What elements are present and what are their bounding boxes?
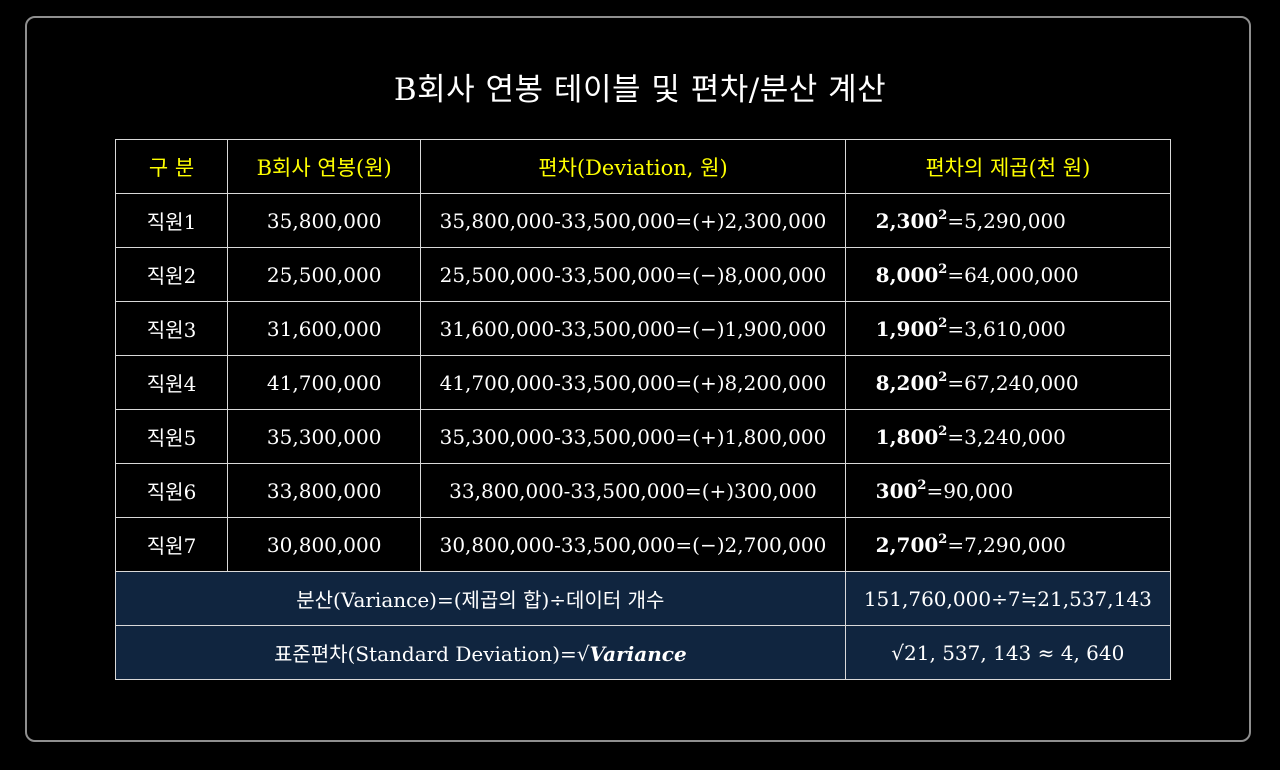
variance-row: 분산(Variance)=(제곱의 합)÷데이터 개수 151,760,000÷… — [115, 571, 1172, 626]
deviation-cell: 35,800,000-33,500,000=(+)2,300,000 — [420, 193, 846, 248]
deviation-cell: 35,300,000-33,500,000=(+)1,800,000 — [420, 409, 846, 464]
employee-label: 직원5 — [114, 409, 229, 464]
salary-cell: 31,600,000 — [227, 301, 422, 356]
squared-result: =64,000,000 — [947, 262, 1079, 287]
variance-label: 분산(Variance)=(제곱의 합)÷데이터 개수 — [115, 571, 846, 626]
employee-label: 직원3 — [114, 301, 229, 356]
squared-cell: 8,2002=67,240,000 — [844, 355, 1172, 410]
stddev-label-var: Variance — [589, 642, 687, 666]
table-row: 직원3 31,600,000 31,600,000-33,500,000=(−)1,… — [114, 301, 1172, 356]
squared-cell: 2,3002=5,290,000 — [844, 193, 1172, 248]
salary-cell: 35,800,000 — [227, 193, 422, 248]
squared-cell: 1,9002=3,610,000 — [844, 301, 1172, 356]
squared-exponent: 2 — [938, 369, 948, 385]
deviation-cell: 33,800,000-33,500,000=(+)300,000 — [420, 463, 846, 518]
squared-cell: 3002=90,000 — [844, 463, 1172, 518]
deviation-cell: 31,600,000-33,500,000=(−)1,900,000 — [420, 301, 846, 356]
employee-label: 직원6 — [114, 463, 229, 518]
header-deviation: 편차(Deviation, 원) — [420, 139, 846, 194]
squared-exponent: 2 — [938, 261, 948, 277]
squared-result: =90,000 — [926, 478, 1014, 503]
header-row: 구 분 B회사 연봉(원) 편차(Deviation, 원) 편차의 제곱(천 … — [114, 139, 1172, 194]
salary-cell: 30,800,000 — [227, 517, 422, 572]
salary-table: 구 분 B회사 연봉(원) 편차(Deviation, 원) 편차의 제곱(천 … — [114, 139, 1172, 680]
stddev-label-prefix: 표준편차(Standard Deviation)=√ — [273, 642, 590, 666]
stddev-label: 표준편차(Standard Deviation)=√Variance — [115, 625, 846, 680]
squared-result: =67,240,000 — [947, 370, 1079, 395]
employee-label: 직원1 — [114, 193, 229, 248]
squared-exponent: 2 — [938, 315, 948, 331]
table-row: 직원6 33,800,000 33,800,000-33,500,000=(+)30… — [114, 463, 1172, 518]
squared-result: =3,240,000 — [947, 424, 1066, 449]
salary-cell: 25,500,000 — [227, 247, 422, 302]
squared-result: =7,290,000 — [947, 532, 1066, 557]
header-squared: 편차의 제곱(천 원) — [844, 139, 1172, 194]
squared-cell: 8,0002=64,000,000 — [844, 247, 1172, 302]
squared-exponent: 2 — [917, 477, 927, 493]
deviation-cell: 41,700,000-33,500,000=(+)8,200,000 — [420, 355, 846, 410]
squared-cell: 2,7002=7,290,000 — [844, 517, 1172, 572]
squared-base: 1,800 — [875, 424, 939, 449]
variance-value: 151,760,000÷7≒21,537,143 — [844, 571, 1172, 626]
salary-cell: 33,800,000 — [227, 463, 422, 518]
employee-label: 직원2 — [114, 247, 229, 302]
squared-base: 2,300 — [875, 208, 939, 233]
squared-base: 1,900 — [875, 316, 939, 341]
stddev-row: 표준편차(Standard Deviation)=√Variance √21, … — [115, 625, 1172, 680]
squared-base: 8,200 — [875, 370, 939, 395]
deviation-cell: 30,800,000-33,500,000=(−)2,700,000 — [420, 517, 846, 572]
squared-base: 300 — [875, 478, 918, 503]
table-row: 직원2 25,500,000 25,500,000-33,500,000=(−)8,… — [114, 247, 1172, 302]
squared-exponent: 2 — [938, 531, 948, 547]
header-salary: B회사 연봉(원) — [227, 139, 422, 194]
employee-label: 직원7 — [114, 517, 229, 572]
salary-cell: 35,300,000 — [227, 409, 422, 464]
squared-exponent: 2 — [938, 207, 948, 223]
squared-result: =5,290,000 — [947, 208, 1066, 233]
table-row: 직원1 35,800,000 35,800,000-33,500,000=(+)2,… — [114, 193, 1172, 248]
page-title: B회사 연봉 테이블 및 편차/분산 계산 — [393, 72, 887, 108]
squared-base: 2,700 — [875, 532, 939, 557]
table-row: 직원7 30,800,000 30,800,000-33,500,000=(−)2,… — [114, 517, 1172, 572]
squared-base: 8,000 — [875, 262, 939, 287]
stddev-value: √21, 537, 143 ≈ 4, 640 — [844, 625, 1172, 680]
salary-cell: 41,700,000 — [227, 355, 422, 410]
table-row: 직원5 35,300,000 35,300,000-33,500,000=(+)1,… — [114, 409, 1172, 464]
table-row: 직원4 41,700,000 41,700,000-33,500,000=(+)8,… — [114, 355, 1172, 410]
squared-cell: 1,8002=3,240,000 — [844, 409, 1172, 464]
squared-result: =3,610,000 — [947, 316, 1066, 341]
employee-label: 직원4 — [114, 355, 229, 410]
deviation-cell: 25,500,000-33,500,000=(−)8,000,000 — [420, 247, 846, 302]
header-category: 구 분 — [114, 139, 229, 194]
squared-exponent: 2 — [938, 423, 948, 439]
